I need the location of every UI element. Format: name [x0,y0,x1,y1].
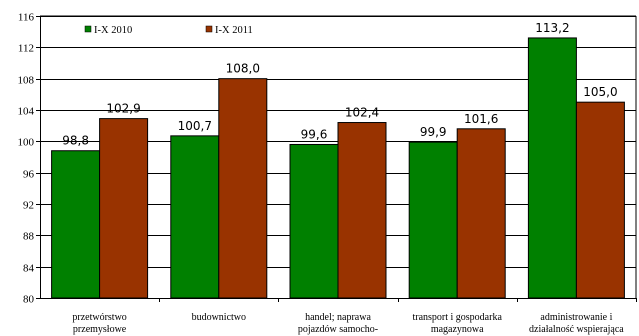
category-label: działalność wspierająca [529,324,624,335]
y-tick-label: 92 [23,200,34,212]
data-label: 105,0 [583,85,617,99]
legend: I-X 2010 I-X 2011 [84,25,253,36]
bar-2011 [99,118,149,299]
y-tick-label: 108 [18,75,35,87]
legend-label: I-X 2011 [215,25,253,36]
data-label: 98,8 [62,134,89,148]
data-labels: 98,8 102,9 100,7 108,0 99,6 102,4 99,9 101,6 113… [62,21,617,148]
bar-2010 [170,135,220,299]
bar-2011 [456,128,506,299]
data-label: 101,6 [464,112,498,126]
category-label: przetwórstwo [72,312,126,323]
y-tick-label: 116 [18,12,35,24]
bar-2010 [51,150,101,299]
bar-2010 [527,37,577,299]
data-label: 100,7 [178,119,212,133]
category-label: administrowanie i [540,312,612,323]
data-label: 99,9 [420,125,447,139]
category-label: budownictwo [192,312,246,323]
bar-2011 [337,122,387,299]
legend-label: I-X 2010 [94,25,132,36]
data-label: 102,9 [106,102,140,116]
y-tick-label: 88 [23,231,35,243]
y-tick-label: 96 [23,169,35,181]
data-label: 113,2 [535,21,569,35]
y-tick-label: 104 [18,106,35,118]
category-label: magazynowa [431,324,484,335]
data-label: 108,0 [226,62,260,76]
data-label: 99,6 [301,127,328,141]
y-tick-label: 112 [18,43,34,55]
bar-2011 [575,101,625,299]
legend-swatch-2010 [84,25,92,33]
category-label: przemysłowe [73,324,127,335]
y-tick-label: 80 [23,294,35,306]
category-label: pojazdów samocho- [298,324,378,335]
category-label: transport i gospodarka [412,312,502,323]
data-label: 102,4 [345,106,379,120]
legend-swatch-2011 [205,25,213,33]
category-label: handel; naprawa [305,312,371,323]
y-tick-label: 100 [18,137,35,149]
bars [51,37,625,299]
y-tick-label: 84 [23,263,35,275]
bar-2010 [289,143,339,299]
bar-2011 [218,78,268,299]
y-axis: 80 84 88 92 96 100 104 108 112 116 [18,12,41,306]
bar-2010 [408,141,458,299]
